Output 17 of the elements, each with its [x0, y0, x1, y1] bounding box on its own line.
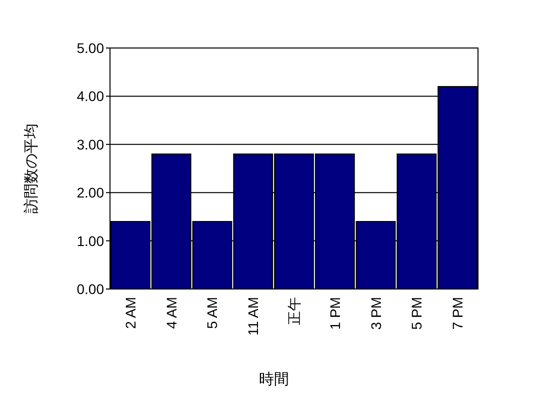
y-tick-label: 2.00	[76, 184, 104, 201]
x-tick-label: 1 PM	[326, 297, 343, 330]
x-tick-label: 正午	[286, 297, 302, 325]
y-axis-title: 訪問数の平均	[23, 124, 40, 214]
x-tick-label: 4 AM	[163, 297, 180, 329]
x-tick-label: 7 PM	[450, 297, 466, 330]
x-tick-label: 5 AM	[204, 297, 220, 329]
y-tick-label: 0.00	[76, 281, 104, 297]
y-tick-label: 3.00	[76, 136, 104, 152]
x-tick-label: 11 AM	[245, 297, 262, 336]
y-tick-label: 1.00	[76, 232, 104, 249]
y-tick-label: 4.00	[76, 88, 104, 104]
y-tick-label: 5.00	[76, 40, 104, 56]
x-tick-label: 3 PM	[368, 297, 384, 330]
x-tick-label: 2 AM	[122, 297, 138, 329]
x-axis-title: 時間	[259, 371, 289, 388]
x-tick-label: 5 PM	[408, 297, 425, 330]
